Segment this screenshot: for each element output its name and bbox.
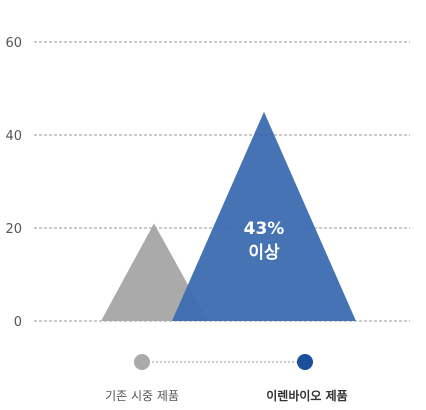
- legend-label-existing: 기존 시중 제품: [105, 389, 179, 403]
- y-tick-label-20: 20: [5, 222, 22, 237]
- legend-dot-existing: [134, 354, 150, 370]
- y-axis-ticks: 0 20 40 60: [5, 36, 22, 330]
- annotation-suffix: 이상: [248, 243, 280, 263]
- y-tick-label-0: 0: [14, 315, 22, 330]
- triangle-existing-product: [101, 223, 208, 321]
- legend-label-irenbio: 이렌바이오 제품: [266, 388, 347, 403]
- legend-dot-irenbio: [297, 354, 313, 370]
- annotation-percent: 43%: [244, 219, 285, 239]
- triangle-irenbio-product: [172, 111, 356, 321]
- grid: [34, 41, 410, 322]
- y-tick-label-60: 60: [5, 36, 22, 51]
- y-tick-label-40: 40: [5, 129, 22, 144]
